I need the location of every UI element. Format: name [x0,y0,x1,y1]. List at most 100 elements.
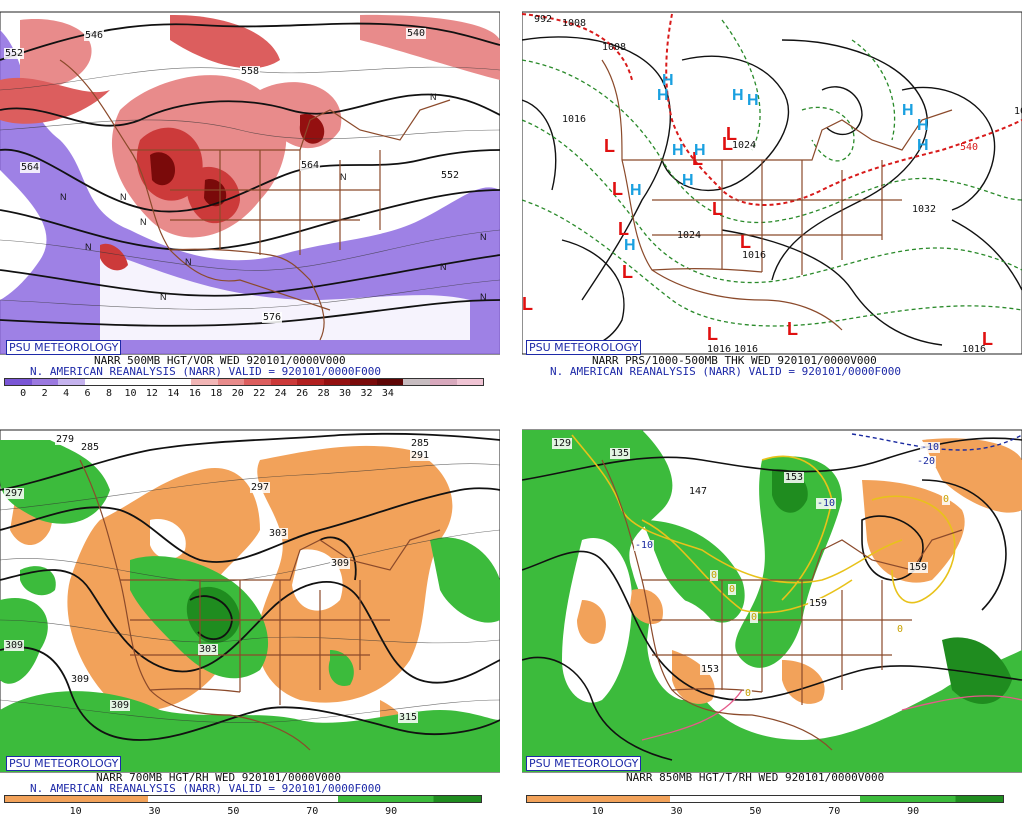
contour-label: -20 [916,456,937,467]
svg-text:L: L [740,232,751,252]
scale-tick-label: 20 [231,388,244,399]
scale-tick-label: 70 [306,806,319,817]
psu-meteorology-badge: PSU METEOROLOGY [526,340,642,355]
svg-text:1032: 1032 [912,204,936,215]
svg-text:1016: 1016 [707,344,731,355]
scale-tick-label: 34 [381,388,394,399]
contour-label: 309 [330,558,351,569]
colorbar-segment [190,379,218,385]
svg-text:N: N [60,192,67,202]
contour-label: 0 [728,584,737,595]
scale-tick-label: 6 [84,388,91,399]
svg-text:H: H [672,142,684,159]
psu-meteorology-badge: PSU METEOROLOGY [526,756,642,771]
psu-meteorology-badge: PSU METEOROLOGY [6,756,122,771]
colorbar-segment [5,379,32,385]
contour-label: 315 [398,712,419,723]
psu-meteorology-badge: PSU METEOROLOGY [6,340,122,355]
svg-text:N: N [185,257,192,267]
scale-tick-label: 10 [124,388,137,399]
svg-text:H: H [747,92,759,109]
colorbar-segment [84,379,112,385]
scale-tick-label: 50 [749,806,762,817]
svg-text:L: L [982,329,993,349]
contour-label: 129 [552,438,573,449]
contour-label: 297 [4,488,25,499]
map-500mb: N N N N N N N N N N N [0,11,500,355]
scale-tick-label: 4 [63,388,70,399]
svg-text:1016: 1016 [562,114,586,125]
contour-label: 564 [20,162,41,173]
scale-tick-label: 2 [41,388,48,399]
svg-text:1008: 1008 [562,18,586,29]
colorbar-segment [430,379,457,385]
svg-text:1024: 1024 [732,140,756,151]
svg-text:H: H [657,87,669,104]
contour-label: 0 [896,624,905,635]
svg-text:H: H [917,137,929,154]
map-850mb [522,429,1022,773]
contour-label: 0 [744,688,753,699]
svg-text:N: N [440,262,447,272]
svg-text:1016: 1016 [734,344,758,355]
contour-label: 303 [198,644,219,655]
svg-text:L: L [722,134,733,154]
colorbar-segment [270,379,298,385]
svg-text:H: H [917,117,929,134]
svg-text:N: N [160,292,167,302]
contour-label: 309 [4,640,25,651]
contour-label: 540 [406,28,427,39]
colorbar-segment [350,379,377,385]
colorbar-segment [456,379,484,385]
scale-tick-label: 30 [339,388,352,399]
panel-valid-time: N. AMERICAN REANALYSIS (NARR) VALID = 92… [30,782,381,795]
svg-text:N: N [430,92,437,102]
colorbar-segment [376,379,404,385]
svg-text:N: N [340,172,347,182]
svg-text:L: L [712,199,723,219]
scale-tick-label: 10 [69,806,82,817]
svg-text:L: L [707,324,718,344]
scale-tick-label: 32 [360,388,373,399]
contour-label: 153 [700,664,721,675]
colorbar-segment [323,379,351,385]
rh-scale-labels: 10 30 50 70 90 [526,806,1004,818]
panel-valid-time: N. AMERICAN REANALYSIS (NARR) VALID = 92… [550,365,901,378]
scale-tick-label: 0 [20,388,27,399]
map-700mb [0,429,500,773]
contour-label: 285 [80,442,101,453]
contour-label: -10 [816,498,837,509]
svg-text:N: N [120,192,127,202]
colorbar-segment [164,379,191,385]
colorbar-segment [217,379,245,385]
colorbar-segment [31,379,59,385]
svg-text:10: 10 [1014,106,1022,117]
contour-label: 309 [110,700,131,711]
svg-text:L: L [604,136,615,156]
panel-title: NARR 500MB HGT/VOR WED 920101/0000V000 [94,354,346,367]
scale-tick-label: 28 [317,388,330,399]
contour-label: 552 [4,48,25,59]
contour-label: 291 [410,450,431,461]
scale-tick-label: 90 [385,806,398,817]
svg-text:H: H [732,87,744,104]
svg-text:N: N [140,217,147,227]
scale-tick-label: 10 [591,806,604,817]
svg-text:N: N [480,292,487,302]
contour-label: 159 [808,598,829,609]
svg-text:H: H [630,182,642,199]
svg-text:H: H [682,172,694,189]
contour-label: 576 [262,312,283,323]
contour-label: 0 [942,494,951,505]
svg-text:1016: 1016 [962,344,986,355]
svg-text:H: H [902,102,914,119]
scale-tick-label: 22 [253,388,266,399]
panel-title: NARR 850MB HGT/T/RH WED 920101/0000V000 [626,771,885,784]
scale-tick-label: 12 [145,388,158,399]
svg-text:992: 992 [534,14,552,25]
colorbar-segment [244,379,271,385]
panel-title: NARR PRS/1000-500MB THK WED 920101/0000V… [592,354,877,367]
svg-text:H: H [662,72,674,89]
